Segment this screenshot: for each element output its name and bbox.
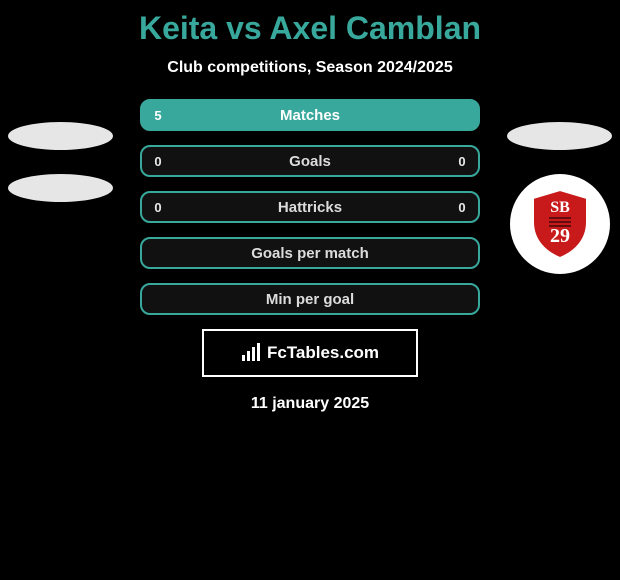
- stat-label: Min per goal: [174, 291, 446, 308]
- stat-row-min-per-goal: Min per goal: [140, 283, 480, 315]
- left-player-badges: [8, 122, 113, 226]
- stat-row-goals-per-match: Goals per match: [140, 237, 480, 269]
- bar-chart-icon: [241, 343, 263, 363]
- comparison-subtitle: Club competitions, Season 2024/2025: [0, 59, 620, 77]
- stat-row-matches: 5 Matches: [140, 99, 480, 131]
- stat-row-goals: 0 Goals 0: [140, 145, 480, 177]
- comparison-title: Keita vs Axel Camblan: [0, 0, 620, 47]
- stat-left-value: 5: [142, 108, 174, 123]
- club-logo: SB 29: [510, 174, 610, 274]
- stat-label: Goals: [174, 153, 446, 170]
- right-player-badges: SB 29: [507, 122, 612, 274]
- stat-right-value: 0: [446, 200, 478, 215]
- stat-right-value: 0: [446, 154, 478, 169]
- shield-icon: SB 29: [529, 188, 591, 260]
- stat-left-value: 0: [142, 200, 174, 215]
- player-photo-placeholder: [507, 122, 612, 150]
- brand-text: FcTables.com: [267, 343, 379, 363]
- player-photo-placeholder: [8, 122, 113, 150]
- stat-label: Matches: [174, 107, 446, 124]
- club-logo-placeholder: [8, 174, 113, 202]
- svg-text:SB: SB: [550, 199, 570, 216]
- stat-left-value: 0: [142, 154, 174, 169]
- stat-label: Goals per match: [174, 245, 446, 262]
- brand-watermark: FcTables.com: [202, 329, 418, 377]
- generation-date: 11 january 2025: [0, 395, 620, 413]
- stat-label: Hattricks: [174, 199, 446, 216]
- svg-text:29: 29: [550, 225, 570, 247]
- stat-row-hattricks: 0 Hattricks 0: [140, 191, 480, 223]
